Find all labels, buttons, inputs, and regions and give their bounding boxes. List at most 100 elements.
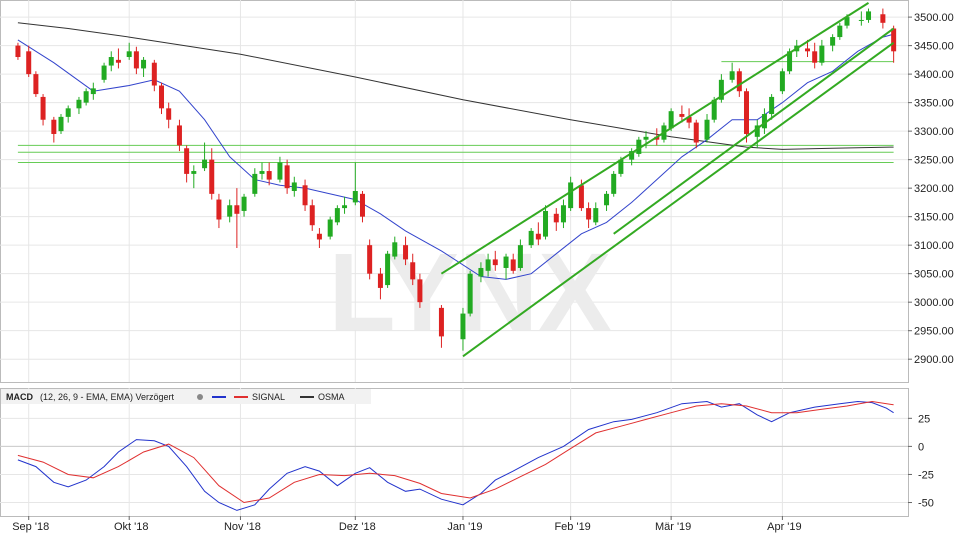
candle — [837, 22, 843, 40]
candle — [586, 202, 592, 229]
candle-body — [787, 51, 793, 72]
candle — [478, 262, 484, 283]
candle-body — [866, 11, 872, 20]
candle-body — [543, 210, 549, 237]
ma-long-line — [17, 22, 894, 150]
candle-body — [76, 99, 82, 109]
candle-body — [604, 193, 610, 206]
candle — [643, 131, 649, 149]
candle — [385, 250, 391, 288]
candle — [90, 82, 96, 100]
candle — [761, 108, 767, 134]
candle-body — [141, 59, 147, 69]
trend-lines — [440, 2, 895, 358]
candle — [460, 307, 466, 351]
candle-body — [478, 267, 484, 277]
candle-body — [805, 48, 811, 52]
macd-panel — [0, 400, 908, 511]
candle — [438, 305, 444, 348]
candle — [58, 114, 64, 134]
candle-body — [159, 85, 165, 109]
candle-body — [302, 185, 308, 206]
candle-body — [460, 313, 466, 340]
x-tick-label: Apr '19 — [767, 521, 802, 533]
candle-body — [729, 71, 735, 80]
candle-body — [101, 65, 107, 80]
candle — [216, 193, 222, 229]
candle — [151, 59, 157, 92]
y-tick-label: 3150.00 — [914, 212, 954, 224]
x-tick-label: Sep '18 — [12, 521, 49, 533]
candle — [277, 156, 283, 183]
candle-body — [636, 139, 642, 154]
candle — [234, 188, 240, 249]
candle — [309, 199, 315, 231]
candle-body — [560, 205, 566, 223]
candle — [492, 250, 498, 271]
legend-gear-icon — [197, 394, 203, 400]
candle-body — [284, 165, 290, 189]
candle — [202, 142, 208, 172]
y-tick-label: 3250.00 — [914, 155, 954, 167]
candle — [367, 239, 373, 280]
candle — [184, 145, 190, 183]
candle — [830, 34, 836, 52]
candle-body — [316, 233, 322, 240]
candle — [819, 39, 825, 66]
candle — [866, 8, 872, 23]
y-tick-label: 2900.00 — [914, 354, 954, 366]
candle — [241, 193, 247, 217]
candle-body — [611, 173, 617, 194]
candle — [704, 114, 710, 143]
candle-body — [115, 59, 121, 63]
axes: Sep '18 Okt '18 Nov '18 Dez '18 Jan '19 Feb '… — [12, 12, 954, 533]
candle-body — [535, 233, 541, 240]
candle — [209, 148, 215, 200]
candle-body — [108, 57, 114, 66]
candle-body — [837, 25, 843, 38]
candle-body — [209, 159, 215, 194]
candle-body — [176, 125, 182, 146]
legend-series-label: OSMA — [318, 392, 345, 402]
x-tick-label: Jan '19 — [447, 521, 482, 533]
candle — [126, 42, 132, 60]
candle-body — [392, 242, 398, 257]
candle — [259, 162, 265, 180]
candle-body — [438, 307, 444, 337]
candle — [327, 216, 333, 240]
candle-body — [830, 37, 836, 46]
candle-body — [779, 71, 785, 92]
legend-bg — [1, 389, 371, 404]
macd-legend: MACD (12, 26, 9 - EMA, EMA) Verzögert SIGN… — [1, 389, 371, 404]
candle — [805, 39, 811, 58]
candle-body — [184, 148, 190, 174]
candle-body — [367, 245, 373, 274]
candle — [141, 57, 147, 77]
candle-body — [327, 219, 333, 237]
candle — [891, 25, 897, 63]
candle-body — [553, 213, 559, 223]
candle — [159, 82, 165, 115]
candle-body — [618, 159, 624, 174]
candle-body — [277, 162, 283, 180]
candle — [535, 222, 541, 246]
y-tick-label: 3350.00 — [914, 98, 954, 110]
candle-body — [586, 208, 592, 220]
candle-body — [736, 71, 742, 92]
candle — [528, 228, 534, 249]
candle-body — [266, 171, 272, 180]
horizontal-levels — [17, 61, 894, 163]
candle — [176, 119, 182, 152]
candle-body — [191, 171, 197, 174]
candle — [858, 11, 864, 26]
legend-series-label: SIGNAL — [252, 392, 285, 402]
candle — [26, 45, 32, 77]
candle — [517, 239, 523, 271]
candle — [133, 46, 139, 75]
candle — [40, 94, 46, 126]
candle-body — [51, 119, 57, 134]
signal-line — [17, 400, 894, 504]
candle-body — [761, 114, 767, 129]
candle — [101, 62, 107, 83]
